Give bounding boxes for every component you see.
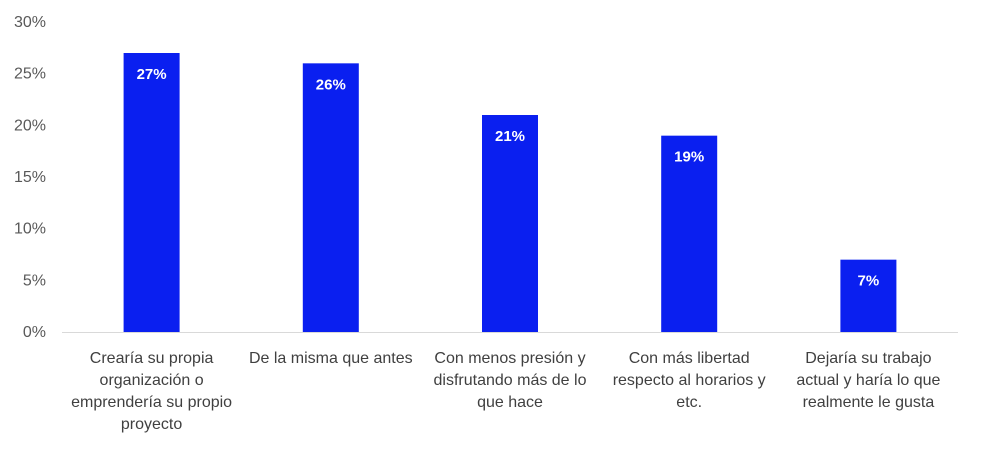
x-category-label-line: organización o <box>100 372 204 389</box>
y-tick-label: 20% <box>14 117 46 134</box>
bars-group: 27% 26% 21% 19% 7% <box>123 53 897 332</box>
x-category-label-line: Con menos presión y <box>434 350 585 367</box>
y-tick-label: 30% <box>14 14 46 31</box>
x-category-label: Con más libertad respecto al horarios y et… <box>613 350 766 411</box>
bar-value-label: 27% <box>137 66 167 83</box>
x-axis-labels: Crearía su propia organización o emprender… <box>71 350 940 433</box>
x-category-label: De la misma que antes <box>249 350 413 367</box>
x-category-label-line: etc. <box>676 394 702 411</box>
x-category-label-line: proyecto <box>121 416 182 433</box>
x-category-label-line: Dejaría su trabajo <box>805 350 931 367</box>
y-tick-label: 25% <box>14 66 46 83</box>
x-category-label-line: respecto al horarios y <box>613 372 766 389</box>
x-category-label-line: realmente le gusta <box>803 394 935 411</box>
x-category-label-line: que hace <box>477 394 543 411</box>
bar <box>302 63 359 332</box>
y-tick-label: 15% <box>14 169 46 186</box>
x-category-label-line: actual y haría lo que <box>796 372 940 389</box>
bar <box>840 259 897 332</box>
bar <box>482 115 538 332</box>
x-category-label-line: disfrutando más de lo <box>434 372 587 389</box>
bar <box>123 53 180 332</box>
x-category-label: Crearía su propia organización o emprender… <box>71 350 232 433</box>
x-category-label-line: Con más libertad <box>629 350 750 367</box>
x-category-label-line: De la misma que antes <box>249 350 413 367</box>
bar <box>661 135 718 332</box>
y-tick-label: 0% <box>23 324 46 341</box>
bar-value-label: 19% <box>674 149 704 166</box>
x-category-label-line: emprendería su propio <box>71 394 232 411</box>
bar-value-label: 21% <box>495 128 525 145</box>
bar-value-label: 7% <box>858 273 880 290</box>
y-axis: 0% 5% 10% 15% 20% 25% 30% <box>14 14 46 341</box>
x-category-label: Con menos presión y disfrutando más de lo… <box>434 350 587 411</box>
bar-value-label: 26% <box>316 76 346 93</box>
y-tick-label: 5% <box>23 272 46 289</box>
y-tick-label: 10% <box>14 221 46 238</box>
x-category-label: Dejaría su trabajo actual y haría lo que r… <box>796 350 940 411</box>
x-category-label-line: Crearía su propia <box>90 350 214 367</box>
